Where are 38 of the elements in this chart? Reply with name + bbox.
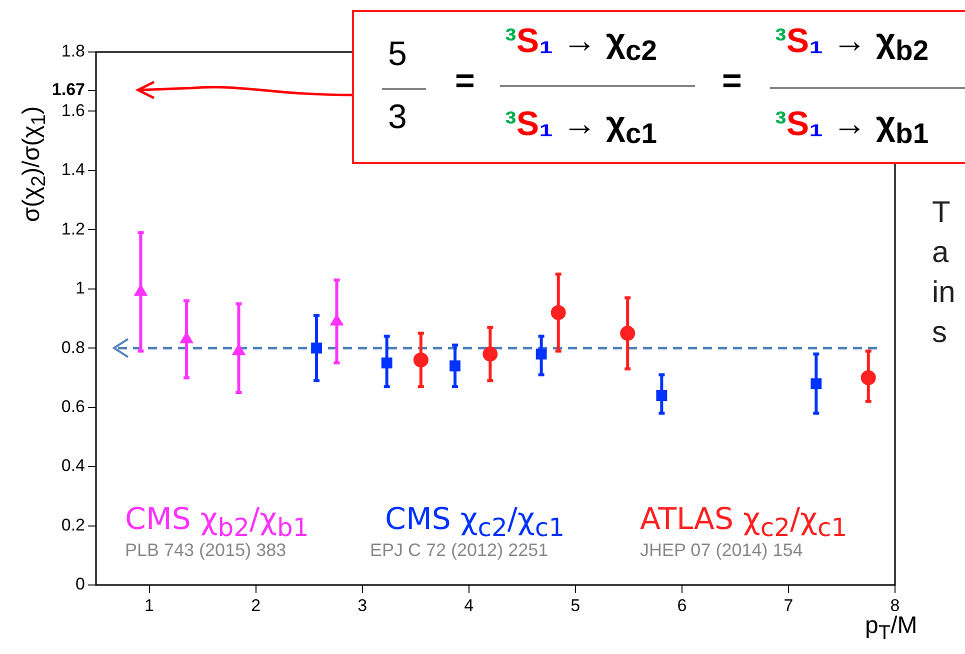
annotation: ³S₁ → χ$_{c2}$ [505,22,658,67]
annotation: ³S₁ → χ$_{c1}$ [505,105,658,150]
x-tick-label: 3 [358,596,368,615]
x-tick-label: 5 [570,596,580,615]
annotation: 5 [388,35,407,74]
annotation: 3 [388,98,407,137]
x-tick-label: 7 [784,596,794,615]
annotation: ³S₁ → χ$_{b2}$ [775,22,929,67]
y-tick-label: 0 [76,574,85,594]
y-tick-label: 1.6 [61,100,85,120]
y-tick-label: 1.67 [52,80,85,100]
text: T [932,196,950,230]
y-tick-label: 0.6 [61,397,85,416]
text: CMS χ$_{c2}$/χ$_{c1}$ [385,502,564,542]
annotation: PLB 743 (2015) 383 [125,540,286,561]
text: s [932,316,947,350]
y-tick-label: 1.2 [61,219,85,238]
annotation: JHEP 07 (2014) 154 [640,540,803,561]
text: ATLAS χ$_{c2}$/χ$_{c1}$ [640,502,848,542]
y-tick-label: 1.8 [61,42,85,61]
x-tick-label: 4 [464,596,474,615]
y-tick-label: 1 [76,278,85,298]
x-axis-title: p$_{T}$/M [865,612,918,644]
annotation: = [722,62,742,101]
y-tick-label: 1.4 [61,160,85,180]
y-tick-label: 0.8 [61,338,85,357]
annotation: ³S₁ → χ$_{b1}$ [775,105,929,150]
annotation: EPJ C 72 (2012) 2251 [370,540,548,561]
text: a [932,236,949,270]
x-tick-label: 1 [144,596,154,615]
x-tick-label: 2 [251,596,261,615]
text: in [932,276,956,310]
x-tick-label: 6 [677,596,687,615]
x-tick-label: 8 [890,596,900,615]
y-tick-label: 0.2 [61,515,85,534]
text: CMS χ$_{b2}$/χ$_{b1}$ [125,502,309,542]
y-tick-label: 0.4 [61,456,85,476]
annotation: = [455,62,475,101]
